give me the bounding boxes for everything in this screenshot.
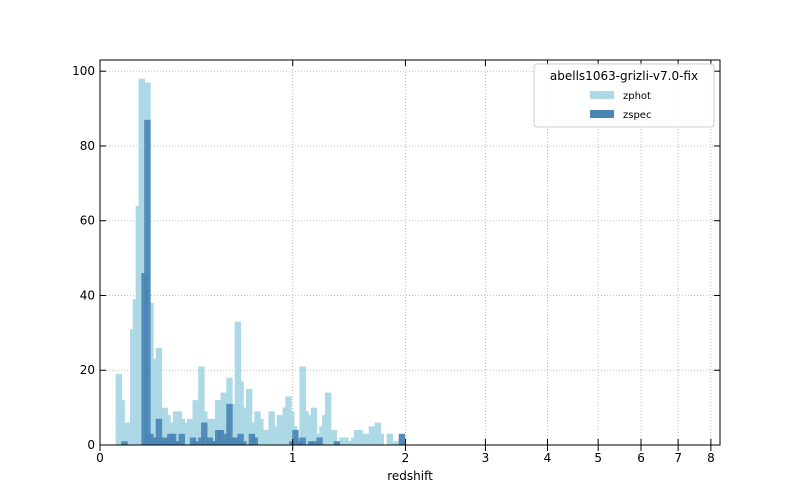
x-tick-label: 8 bbox=[707, 451, 715, 465]
x-axis-label: redshift bbox=[387, 469, 433, 483]
bar-zphot bbox=[257, 418, 264, 445]
bar-zspec bbox=[292, 430, 299, 445]
y-tick-label: 20 bbox=[80, 363, 95, 377]
bar-zphot bbox=[324, 392, 332, 445]
legend-box bbox=[533, 63, 715, 128]
bar-zphot bbox=[386, 433, 394, 445]
bar-zspec bbox=[310, 441, 318, 445]
y-tick-label: 60 bbox=[80, 214, 95, 228]
bar-zphot bbox=[299, 366, 306, 445]
legend: abells1063-grizli-v7.0-fix zphot zspec bbox=[533, 63, 715, 128]
legend-label-zspec: zspec bbox=[623, 110, 651, 121]
bar-zspec bbox=[237, 433, 244, 445]
legend-title: abells1063-grizli-v7.0-fix bbox=[550, 69, 698, 83]
bar-zspec bbox=[217, 430, 225, 445]
x-tick-label: 1 bbox=[289, 451, 297, 465]
bar-zspec bbox=[251, 437, 258, 445]
bar-zphot bbox=[268, 411, 275, 445]
x-tick-label: 6 bbox=[637, 451, 645, 465]
bar-zspec bbox=[240, 441, 247, 445]
bar-zspec bbox=[178, 433, 185, 445]
bar-zphot bbox=[276, 415, 284, 445]
y-tick-label: 40 bbox=[80, 288, 95, 302]
bar-zphot bbox=[377, 433, 384, 445]
legend-swatch-zphot bbox=[590, 91, 614, 99]
y-tick-label: 100 bbox=[72, 64, 95, 78]
bar-zphot bbox=[330, 430, 338, 445]
x-tick-label: 3 bbox=[482, 451, 490, 465]
y-tick-label: 0 bbox=[87, 438, 95, 452]
y-tick-label: 80 bbox=[80, 139, 95, 153]
bar-zspec bbox=[192, 441, 199, 445]
bar-zphot bbox=[389, 441, 397, 445]
bar-zphot bbox=[310, 407, 318, 445]
x-tick-label: 7 bbox=[674, 451, 682, 465]
legend-label-zphot: zphot bbox=[623, 91, 651, 102]
bar-zspec bbox=[144, 119, 151, 446]
bar-zspec bbox=[316, 437, 323, 445]
plot-area-frame bbox=[99, 59, 721, 446]
bar-zphot bbox=[245, 388, 253, 445]
bar-zphot bbox=[118, 400, 125, 445]
bar-zphot bbox=[302, 411, 309, 445]
x-tick-label: 4 bbox=[544, 451, 552, 465]
bar-zphot bbox=[155, 347, 163, 445]
legend-swatch-zspec bbox=[590, 110, 614, 118]
bar-zspec bbox=[299, 437, 306, 445]
bar-zspec bbox=[226, 403, 233, 445]
x-tick-label: 2 bbox=[402, 451, 410, 465]
bar-zspec bbox=[333, 441, 341, 445]
bar-zspec bbox=[121, 441, 128, 445]
y-axis-ticks: 0 20 40 60 80 100 bbox=[72, 64, 720, 452]
bar-zphot bbox=[192, 400, 199, 445]
bar-zspec bbox=[155, 418, 163, 445]
bar-zspec bbox=[169, 433, 177, 445]
bar-zphot bbox=[186, 418, 194, 445]
x-tick-label: 5 bbox=[594, 451, 602, 465]
bar-zphot bbox=[198, 366, 205, 445]
bar-zspec bbox=[201, 422, 208, 445]
x-tick-label: 0 bbox=[96, 451, 104, 465]
bar-zspec bbox=[398, 433, 406, 445]
series-zspec-bars bbox=[121, 119, 406, 446]
